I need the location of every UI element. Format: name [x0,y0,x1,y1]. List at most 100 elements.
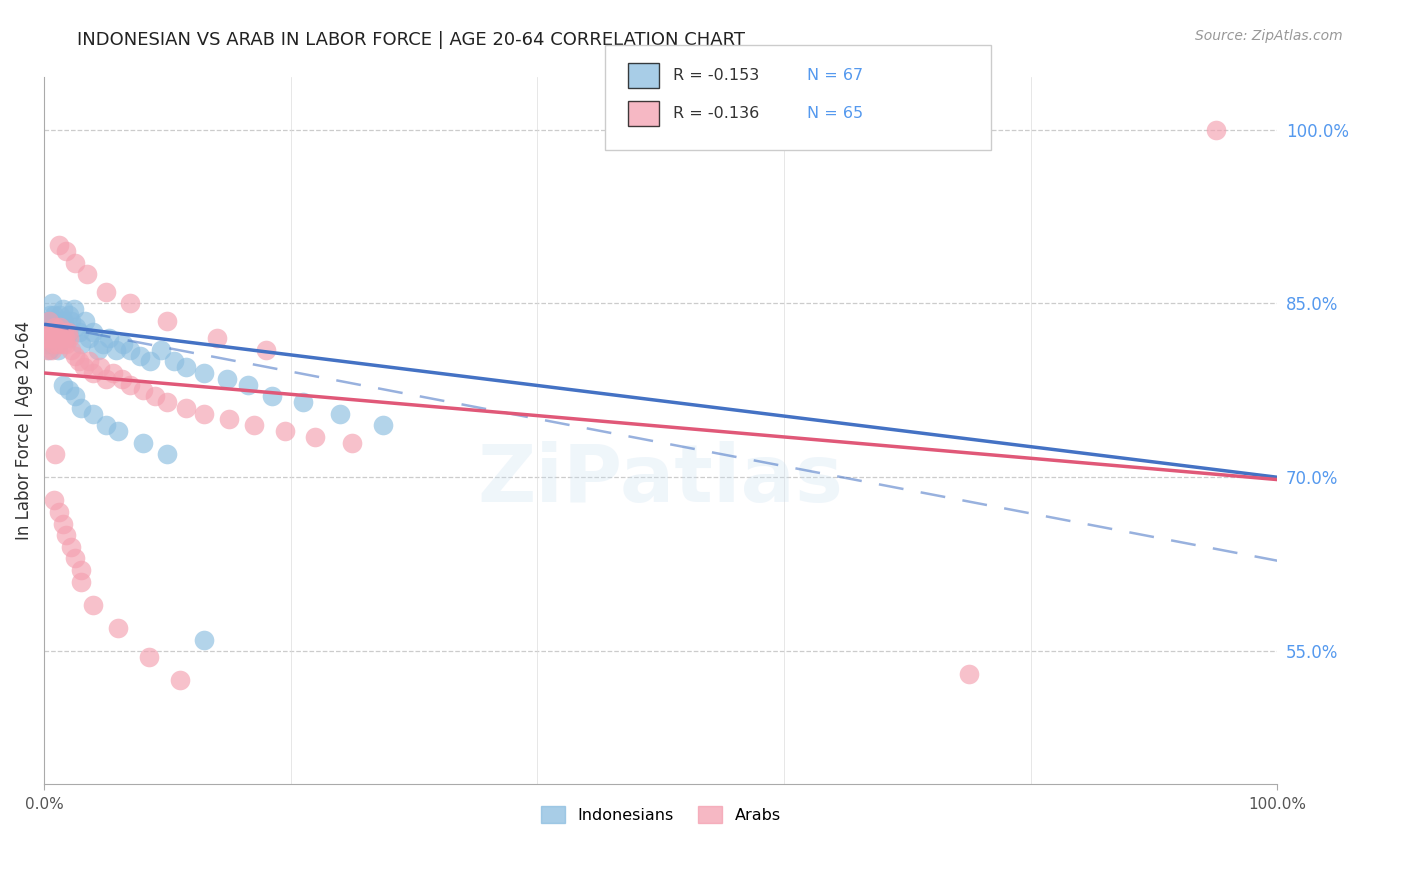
Point [329,407,352,421]
Point [45,326,67,340]
Point [82,407,104,421]
Point [120,343,142,357]
Point [67,326,90,340]
Point [44,331,66,345]
Point [254,343,277,357]
Legend: Indonesians, Arabs: Indonesians, Arabs [534,800,787,830]
Point [107,621,129,635]
Point [94,418,117,433]
Point [87,343,110,357]
Point [52,314,75,328]
Point [107,424,129,438]
Point [44,314,66,328]
Point [63,256,86,270]
Point [37,314,59,328]
Point [49,319,72,334]
Point [82,598,104,612]
Point [37,331,59,345]
Point [129,349,152,363]
Text: N = 65: N = 65 [807,106,863,120]
Point [53,319,76,334]
Point [111,372,134,386]
Point [48,326,70,340]
Point [41,343,63,357]
Text: R = -0.153: R = -0.153 [673,69,759,83]
Point [35,343,58,357]
Point [42,493,65,508]
Point [193,366,215,380]
Point [56,326,79,340]
Point [53,331,76,345]
Point [42,314,65,328]
Point [70,337,93,351]
Point [132,384,155,398]
Point [63,349,86,363]
Point [42,308,65,322]
Point [42,337,65,351]
Point [67,354,90,368]
Point [94,285,117,299]
Point [63,551,86,566]
Point [1205,122,1227,136]
Point [60,343,83,357]
Point [45,319,67,334]
Point [273,424,295,438]
Point [38,343,60,357]
Point [120,296,142,310]
Point [174,360,197,375]
Point [205,331,228,345]
Point [52,516,75,531]
Point [373,418,395,433]
Point [89,360,111,375]
Point [94,372,117,386]
Point [48,238,70,252]
Point [38,314,60,328]
Point [34,331,56,345]
Point [35,337,58,351]
Point [132,435,155,450]
Point [104,343,127,357]
Point [101,366,124,380]
Point [52,302,75,317]
Point [55,337,77,351]
Point [55,244,77,259]
Text: Source: ZipAtlas.com: Source: ZipAtlas.com [1195,29,1343,43]
Point [156,314,179,328]
Point [156,395,179,409]
Point [262,389,284,403]
Point [51,331,73,345]
Point [58,308,80,322]
Point [292,395,315,409]
Point [55,331,77,345]
Point [70,563,93,577]
Point [51,319,73,334]
Point [39,319,62,334]
Point [150,343,173,357]
Point [77,331,100,345]
Point [44,447,66,461]
Point [42,337,65,351]
Point [41,296,63,310]
Text: R = -0.136: R = -0.136 [673,106,759,120]
Point [143,389,166,403]
Point [72,360,94,375]
Point [65,319,87,334]
Point [49,308,72,322]
Point [193,407,215,421]
Y-axis label: In Labor Force | Age 20-64: In Labor Force | Age 20-64 [15,321,32,541]
Point [55,528,77,542]
Point [63,389,86,403]
Point [52,377,75,392]
Point [156,447,179,461]
Point [42,326,65,340]
Point [73,314,96,328]
Point [41,331,63,345]
Point [38,326,60,340]
Point [82,366,104,380]
Point [34,319,56,334]
Point [48,314,70,328]
Point [120,377,142,392]
Point [77,354,100,368]
Point [46,337,69,351]
Point [46,314,69,328]
